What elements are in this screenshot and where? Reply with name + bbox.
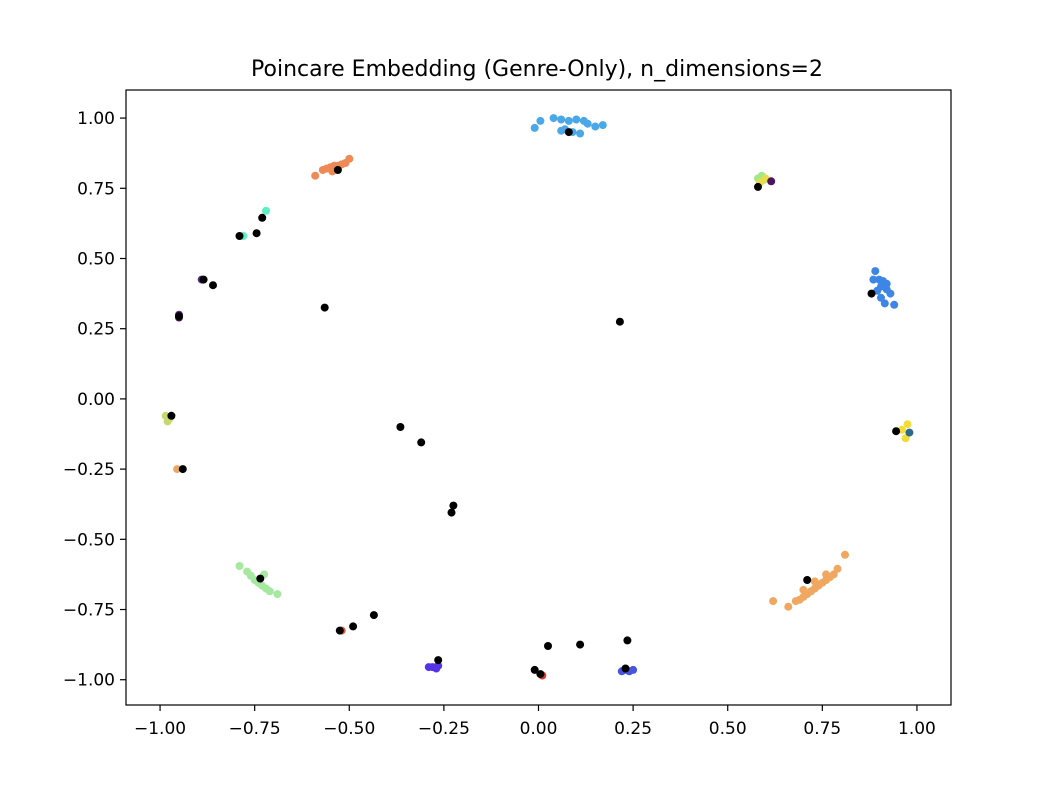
data-point xyxy=(333,166,342,174)
x-tick-label: −0.25 xyxy=(418,719,470,739)
data-point xyxy=(175,312,183,321)
data-point xyxy=(905,428,914,437)
data-point xyxy=(536,116,545,125)
y-tick-label: 1.00 xyxy=(77,109,115,129)
data-point xyxy=(564,116,573,125)
y-tick-label: −1.00 xyxy=(63,671,115,691)
data-point xyxy=(784,602,793,611)
data-point xyxy=(629,665,638,674)
y-tick-label: 0.00 xyxy=(77,390,115,410)
data-point xyxy=(615,317,624,326)
data-point xyxy=(564,128,573,137)
data-point xyxy=(549,114,558,123)
data-point xyxy=(583,119,592,128)
data-point xyxy=(572,115,581,124)
data-point xyxy=(235,232,244,240)
data-point xyxy=(869,275,878,284)
data-point xyxy=(167,411,176,420)
data-point xyxy=(447,508,456,517)
data-point xyxy=(886,289,895,298)
data-point xyxy=(867,289,876,298)
data-point xyxy=(903,420,912,429)
data-point xyxy=(320,303,329,312)
data-point xyxy=(833,564,842,573)
data-point xyxy=(598,121,607,130)
data-point xyxy=(591,122,600,131)
data-point xyxy=(209,281,217,290)
data-point xyxy=(311,171,320,180)
y-tick-label: −0.50 xyxy=(63,530,115,550)
x-tick-label: 1.00 xyxy=(898,719,936,739)
x-tick-label: −0.50 xyxy=(323,719,375,739)
data-point xyxy=(335,626,344,635)
y-tick-label: 0.75 xyxy=(77,179,115,199)
data-point xyxy=(557,115,566,124)
x-tick-label: 0.00 xyxy=(520,719,558,739)
chart-title: Poincare Embedding (Genre-Only), n_dimen… xyxy=(251,57,823,82)
data-point xyxy=(199,275,208,284)
data-point xyxy=(769,597,778,606)
data-point xyxy=(178,465,187,474)
data-point xyxy=(576,129,585,138)
data-point xyxy=(880,299,889,308)
data-point xyxy=(621,664,630,673)
x-tick-label: 0.25 xyxy=(614,719,652,739)
data-point xyxy=(536,670,545,679)
y-tick-label: 0.50 xyxy=(77,249,115,269)
data-point xyxy=(396,423,405,431)
data-point xyxy=(822,570,831,579)
y-tick-label: −0.25 xyxy=(63,460,115,480)
data-point xyxy=(754,182,762,191)
data-point xyxy=(530,665,539,674)
data-point xyxy=(810,577,819,586)
data-point xyxy=(871,267,880,276)
data-point xyxy=(449,501,458,510)
data-point xyxy=(841,550,849,559)
plot-frame xyxy=(125,89,952,706)
data-point xyxy=(791,597,800,606)
data-point xyxy=(799,585,808,594)
data-point xyxy=(256,574,265,583)
data-point xyxy=(369,611,378,620)
data-point xyxy=(173,465,182,474)
data-point xyxy=(252,229,261,238)
data-point xyxy=(557,126,566,135)
data-point xyxy=(265,587,274,596)
data-point xyxy=(345,154,354,163)
axes: −1.00 −0.75 −0.50 −0.25 0.00 0.25 0.50 0.75 1.00… xyxy=(63,109,936,739)
data-point xyxy=(767,177,776,186)
data-point xyxy=(417,438,426,447)
data-point xyxy=(273,590,282,599)
data-points xyxy=(161,114,914,680)
y-tick-label: 0.25 xyxy=(77,320,115,340)
data-point xyxy=(258,213,267,222)
data-point xyxy=(623,636,632,645)
data-point xyxy=(530,123,539,132)
data-point xyxy=(349,622,358,631)
data-point xyxy=(877,293,885,302)
data-point xyxy=(235,562,244,570)
data-point xyxy=(803,576,812,584)
data-point xyxy=(544,642,552,650)
data-point xyxy=(434,656,443,665)
data-point xyxy=(262,206,270,215)
x-tick-label: −0.75 xyxy=(229,719,281,739)
data-point xyxy=(892,427,901,436)
x-tick-label: 0.50 xyxy=(709,719,747,739)
x-tick-label: 0.75 xyxy=(803,719,841,739)
data-point xyxy=(890,300,899,309)
y-tick-label: −0.75 xyxy=(63,601,115,621)
x-tick-label: −1.00 xyxy=(134,719,186,739)
data-point xyxy=(432,663,441,672)
data-point xyxy=(901,434,910,443)
data-point xyxy=(576,640,585,649)
